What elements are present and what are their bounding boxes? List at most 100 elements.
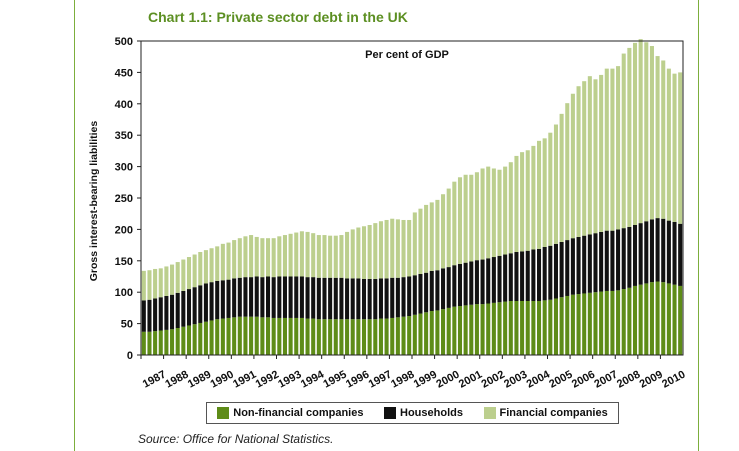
bar-segment-financial	[627, 47, 632, 227]
bar-segment-households	[147, 299, 152, 332]
bar-segment-financial	[249, 235, 254, 278]
bar-segment-non-financial	[537, 300, 542, 355]
bar-segment-financial	[435, 199, 440, 271]
bar-segment-financial	[570, 93, 575, 239]
bar-segment-households	[401, 277, 406, 317]
bar-segment-financial	[345, 231, 350, 279]
x-tick-label: 2010	[660, 369, 687, 391]
bar-segment-non-financial	[520, 300, 525, 355]
bar-segment-financial	[175, 262, 180, 293]
bar-segment-households	[186, 289, 192, 326]
bar-segment-households	[503, 254, 508, 302]
bar-segment-non-financial	[604, 290, 609, 355]
bar-segment-non-financial	[141, 331, 146, 355]
bar-segment-non-financial	[672, 284, 677, 355]
bar-segment-non-financial	[220, 318, 225, 355]
bar-segment-financial	[503, 166, 508, 255]
bar-segment-non-financial	[412, 314, 417, 355]
bar-segment-households	[661, 218, 666, 283]
bar-segment-financial	[266, 238, 271, 277]
bar-segment-financial	[260, 238, 265, 278]
bar-segment-non-financial	[553, 298, 558, 355]
bar-segment-non-financial	[649, 282, 654, 355]
bar-segment-households	[593, 233, 598, 293]
bar-segment-non-financial	[350, 319, 355, 355]
y-tick-label: 500	[115, 36, 133, 48]
bar-segment-households	[407, 276, 412, 317]
bar-segment-households	[553, 243, 558, 299]
bar-segment-households	[192, 287, 197, 325]
bar-segment-households	[666, 220, 671, 284]
bar-segment-households	[294, 276, 299, 318]
bar-segment-households	[237, 277, 242, 317]
bar-segment-financial	[395, 219, 400, 278]
bar-segment-non-financial	[243, 316, 248, 355]
bar-segment-non-financial	[249, 316, 254, 355]
bar-segment-non-financial	[181, 326, 186, 355]
bar-segment-non-financial	[661, 282, 666, 355]
bar-segment-financial	[186, 257, 192, 290]
legend-label-financial: Financial companies	[499, 407, 608, 419]
bar-segment-non-financial	[469, 304, 474, 355]
bar-segment-households	[548, 245, 553, 300]
bar-segment-non-financial	[576, 294, 581, 355]
bar-segment-non-financial	[463, 305, 468, 355]
bar-segment-households	[141, 300, 146, 332]
legend-label-non-financial: Non-financial companies	[233, 407, 364, 419]
bar-segment-non-financial	[226, 317, 231, 355]
legend-label-households: Households	[400, 407, 463, 419]
bar-segment-households	[638, 223, 643, 285]
bar-segment-financial	[649, 46, 654, 220]
y-tick-label: 250	[115, 193, 133, 205]
bar-segment-non-financial	[198, 322, 203, 355]
bar-segment-households	[316, 277, 321, 320]
bar-segment-households	[232, 278, 237, 318]
bar-segment-non-financial	[260, 317, 265, 355]
bar-segment-financial	[271, 238, 276, 278]
bar-segment-non-financial	[339, 319, 344, 355]
bar-segment-non-financial	[627, 287, 632, 355]
bar-segment-non-financial	[570, 294, 575, 355]
bar-segment-financial	[367, 225, 372, 280]
bar-segment-financial	[192, 254, 197, 288]
bar-segment-households	[288, 276, 293, 318]
bar-segment-households	[361, 279, 367, 320]
y-tick-label: 50	[121, 319, 133, 331]
bar-segment-non-financial	[254, 316, 259, 355]
bar-segment-households	[328, 277, 333, 320]
bar-segment-non-financial	[452, 306, 457, 355]
bar-segment-non-financial	[480, 304, 485, 355]
bar-segment-non-financial	[367, 319, 372, 355]
bar-segment-households	[565, 240, 570, 296]
bar-segment-financial	[582, 81, 587, 236]
bar-segment-financial	[282, 235, 287, 277]
bar-segment-financial	[237, 238, 242, 278]
y-ticks-group: 0 50 100 150 200 250 300 350 400 450 500	[115, 36, 141, 362]
bar-segment-households	[395, 277, 400, 318]
bar-segment-households	[587, 234, 592, 293]
bar-segment-financial	[424, 204, 429, 273]
bar-segment-households	[508, 253, 513, 301]
bar-segment-households	[649, 219, 654, 283]
bar-segment-non-financial	[311, 318, 316, 355]
bar-segment-households	[457, 263, 463, 307]
bar-segment-non-financial	[441, 309, 446, 355]
bar-segment-financial	[288, 233, 293, 277]
bar-segment-financial	[632, 42, 638, 225]
bar-segment-households	[582, 235, 587, 294]
bar-segment-households	[153, 298, 158, 332]
bar-segment-non-financial	[186, 325, 192, 355]
bar-segment-households	[604, 230, 609, 291]
bar-segment-households	[435, 270, 440, 311]
bar-segment-households	[424, 272, 429, 313]
bar-segment-non-financial	[345, 319, 350, 355]
bar-segment-households	[181, 290, 186, 327]
bar-segment-households	[254, 276, 259, 317]
bar-segment-non-financial	[299, 317, 304, 355]
legend-item-financial: Financial companies	[483, 407, 608, 419]
bar-segment-households	[531, 249, 536, 301]
bar-segment-financial	[599, 74, 604, 232]
bar-segment-households	[632, 225, 638, 286]
bar-segment-non-financial	[616, 290, 621, 355]
bar-segment-non-financial	[305, 318, 310, 355]
